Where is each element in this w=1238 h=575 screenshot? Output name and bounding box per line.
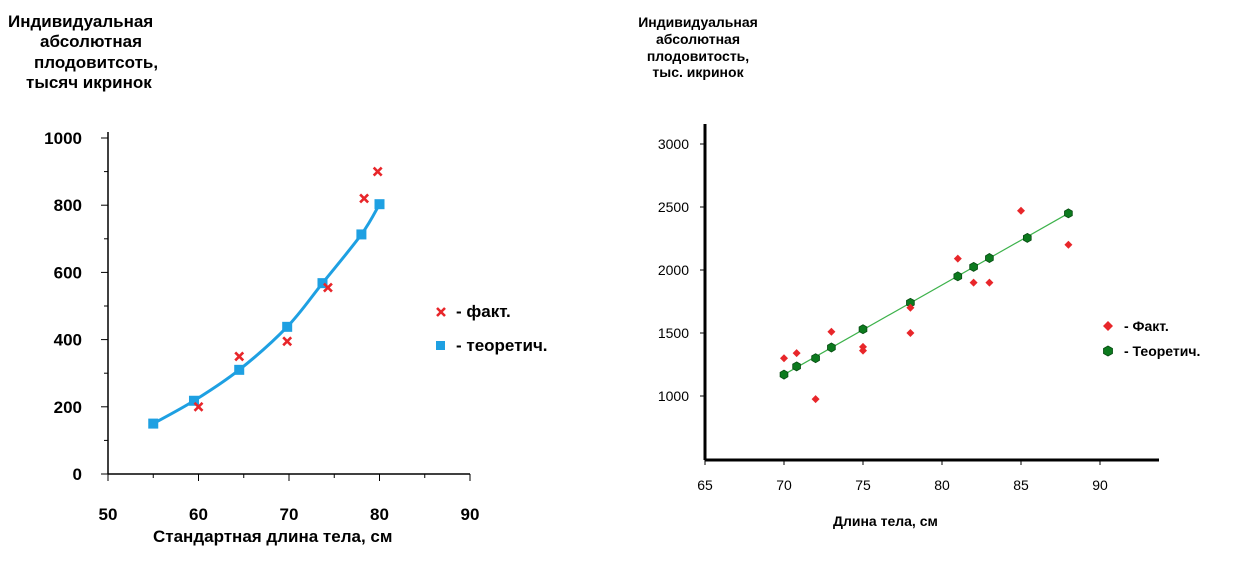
right-legend-label-fact: - Факт.: [1124, 318, 1169, 334]
left-fact-point: [360, 194, 368, 202]
right-fact-point: [793, 349, 801, 357]
right-x-tick-label: 85: [1013, 477, 1029, 493]
left-theoretical-curve: [153, 204, 379, 423]
left-x-tick-label: 90: [461, 505, 480, 524]
right-fact-point: [906, 329, 914, 337]
left-legend-item-theory: - теоретич.: [434, 336, 548, 356]
left-chart-panel: Индивидуальная абсолютная плодовитсоть, …: [0, 0, 620, 575]
right-legend-label-theory: - Теоретич.: [1124, 343, 1200, 359]
right-theoretical-point: [780, 370, 788, 379]
left-x-tick-label: 80: [370, 505, 389, 524]
left-fact-point: [374, 168, 382, 176]
right-x-tick-label: 70: [776, 477, 792, 493]
right-theoretical-point: [986, 254, 994, 263]
right-fact-point: [1064, 241, 1072, 249]
left-fact-point: [235, 352, 243, 360]
left-y-tick-label: 1000: [44, 129, 82, 148]
left-y-tick-label: 800: [54, 196, 82, 215]
right-fact-point: [970, 279, 978, 287]
right-theoretical-point: [970, 262, 978, 271]
right-fact-point: [827, 328, 835, 336]
right-legend-item-fact: - Факт.: [1102, 318, 1169, 334]
left-x-tick-label: 50: [99, 505, 118, 524]
left-theoretical-point: [356, 229, 366, 239]
right-legend-item-theory: - Теоретич.: [1102, 343, 1200, 359]
left-legend-item-fact: - факт.: [434, 302, 511, 322]
left-legend-label-fact: - факт.: [456, 302, 511, 322]
right-theoretical-point: [1065, 209, 1073, 218]
right-x-tick-label: 90: [1092, 477, 1108, 493]
right-y-tick-label: 1000: [658, 388, 689, 404]
right-chart-panel: Индивидуальная абсолютная плодовитость, …: [600, 0, 1238, 575]
right-x-tick-label: 75: [855, 477, 871, 493]
right-theoretical-point: [828, 343, 836, 352]
right-theoretical-point: [954, 272, 962, 281]
right-y-tick-label: 1500: [658, 325, 689, 341]
hexagon-marker-icon: [1102, 345, 1114, 357]
left-y-tick-label: 400: [54, 331, 82, 350]
right-fact-point: [1017, 207, 1025, 215]
diamond-marker-icon: [1102, 320, 1114, 332]
right-x-axis-label: Длина тела, см: [833, 513, 938, 529]
left-theoretical-point: [234, 365, 244, 375]
right-y-tick-label: 2000: [658, 262, 689, 278]
left-y-tick-label: 200: [54, 398, 82, 417]
right-y-tick-label: 3000: [658, 136, 689, 152]
right-fact-point: [985, 279, 993, 287]
left-theoretical-point: [148, 419, 158, 429]
right-theoretical-point: [812, 354, 820, 363]
right-theoretical-point: [793, 362, 801, 371]
left-theoretical-point: [375, 199, 385, 209]
right-fact-point: [812, 395, 820, 403]
left-y-tick-label: 0: [73, 465, 82, 484]
left-theoretical-point: [282, 322, 292, 332]
right-chart-plot: 1000 1500 2000 2500 3000 65 70 75 80 85 90: [600, 0, 1238, 575]
right-theoretical-point: [859, 325, 867, 334]
right-x-tick-label: 65: [697, 477, 713, 493]
left-legend-label-theory: - теоретич.: [456, 336, 548, 356]
square-marker-icon: [434, 339, 448, 353]
left-x-axis-label: Стандартная длина тела, см: [153, 527, 392, 547]
right-fact-point: [954, 255, 962, 263]
left-y-tick-label: 600: [54, 263, 82, 282]
x-marker-icon: [434, 305, 448, 319]
left-fact-point: [283, 337, 291, 345]
left-x-tick-label: 70: [280, 505, 299, 524]
right-x-tick-label: 80: [934, 477, 950, 493]
right-theoretical-point: [1023, 233, 1031, 242]
left-x-tick-label: 60: [189, 505, 208, 524]
right-y-tick-label: 2500: [658, 199, 689, 215]
right-fact-point: [780, 354, 788, 362]
left-chart-plot: 0 200 400 600 800 1000 50 60 70 80 90: [0, 0, 620, 575]
